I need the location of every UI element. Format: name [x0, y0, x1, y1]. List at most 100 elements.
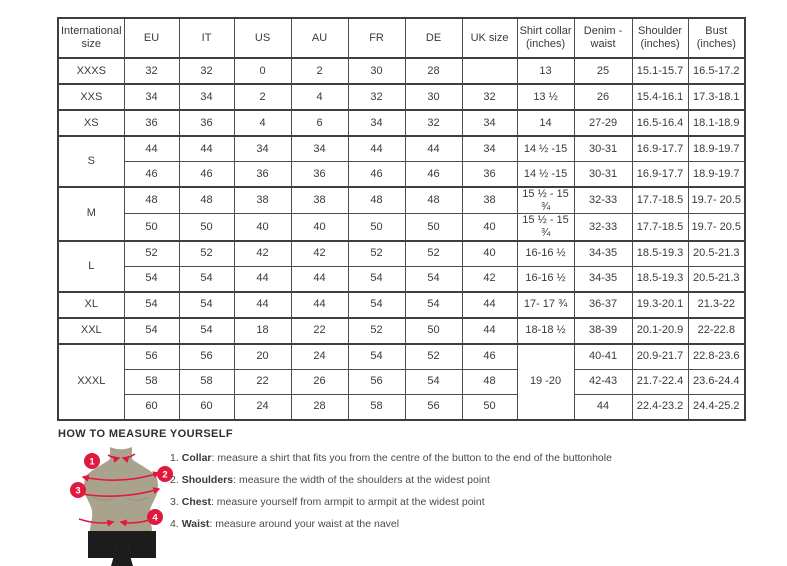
- table-cell: 54: [347, 342, 406, 370]
- table-cell: 21.3-22: [687, 290, 746, 319]
- table-cell: 40: [290, 213, 349, 242]
- table-cell: 44: [347, 135, 406, 162]
- table-cell: 22-22.8: [687, 316, 746, 345]
- instruction-term: Waist: [181, 518, 210, 530]
- table-cell: 32: [404, 109, 463, 137]
- table-cell: 54: [178, 265, 235, 293]
- table-cell: 16-16 ½: [516, 265, 575, 293]
- table-cell: 28: [404, 57, 463, 85]
- table-row: 60 60 24 28 58 56 50 44 22.4-23.2 24.4-25.2: [58, 393, 746, 421]
- table-cell: XL: [57, 290, 125, 319]
- table-cell: 32: [178, 57, 235, 85]
- table-cell: 54: [123, 290, 180, 319]
- table-cell: 44: [233, 265, 292, 293]
- table-cell: 16.5-16.4: [631, 109, 689, 137]
- table-cell: 54: [404, 290, 463, 319]
- table-cell: 44: [461, 316, 518, 345]
- table-cell: 18.9-19.7: [687, 161, 746, 188]
- table-cell: 48: [461, 368, 518, 395]
- table-row: M 48 48 38 38 48 48 38 15 ½ - 15 ¾ 32-33 17.7-18.5…: [57, 186, 746, 242]
- measure-instructions: 1. Collar: measure a shirt that fits you …: [170, 447, 612, 535]
- instruction-number: 1.: [170, 452, 179, 464]
- table-cell: 26: [573, 83, 633, 111]
- table-cell: 30-31: [573, 161, 633, 188]
- badge-4: 4: [147, 509, 163, 525]
- instruction-item: 2. Shoulders: measure the width of the sh…: [170, 469, 612, 491]
- table-cell: 38: [290, 186, 349, 215]
- instruction-term: Collar: [181, 452, 212, 464]
- instruction-text: : measure around your waist at the navel: [209, 518, 400, 530]
- column-header: EU: [123, 17, 180, 59]
- table-cell: 60: [178, 393, 235, 421]
- column-header: DE: [404, 17, 463, 59]
- table-cell: 16.9-17.7: [631, 161, 689, 188]
- table-cell: 44: [290, 265, 349, 293]
- table-row: S 44 44 34 34 44 44 34 14 ½ -15 30-31 16.9-17.7 18.…: [57, 135, 746, 188]
- table-cell: 54: [347, 290, 406, 319]
- table-cell: XXXS: [57, 57, 125, 85]
- table-cell: 22: [233, 368, 292, 395]
- instruction-term: Chest: [181, 496, 211, 508]
- table-cell: 52: [347, 239, 406, 267]
- table-cell: 52: [404, 239, 463, 267]
- table-cell: 44: [123, 135, 180, 162]
- table-cell: 34: [290, 135, 349, 162]
- table-cell: XXXL: [57, 342, 125, 421]
- table-cell: 17- 17 ¾: [516, 290, 575, 319]
- table-cell: XXS: [57, 83, 125, 111]
- table-cell: 34: [461, 135, 518, 162]
- table-cell: 44: [461, 290, 518, 319]
- table-cell: [461, 57, 518, 85]
- table-cell: 40: [461, 213, 518, 242]
- table-cell: 19.7- 20.5: [687, 186, 746, 215]
- table-cell: 46: [461, 342, 518, 370]
- instruction-item: 3. Chest: measure yourself from armpit to…: [170, 491, 612, 513]
- table-cell: 42: [290, 239, 349, 267]
- table-cell: 54: [404, 368, 463, 395]
- table-cell: 50: [404, 213, 463, 242]
- table-cell: 28: [290, 393, 349, 421]
- shorts-center-shape: [111, 549, 133, 566]
- collar-measure-line2: [121, 453, 136, 463]
- column-header: AU: [290, 17, 349, 59]
- badge-1: 1: [84, 453, 100, 469]
- table-cell: 21.7-22.4: [631, 368, 689, 395]
- table-row: 50 50 40 40 50 50 40 15 ½ - 15 ¾ 32-33 17.7-18.5 1…: [58, 213, 746, 242]
- table-cell: 18-18 ½: [516, 316, 575, 345]
- table-cell: 36-37: [573, 290, 633, 319]
- table-cell: 18.9-19.7: [687, 135, 746, 162]
- table-row: XXS 34 34 2 4 32 30 32 13 ½ 26 15.4-16.1 17.3-18.1: [57, 83, 746, 111]
- table-cell: 13 ½: [516, 83, 575, 111]
- table-cell: 38: [233, 186, 292, 215]
- column-header: Shoulder (inches): [631, 17, 689, 59]
- table-cell: 32-33: [573, 186, 633, 215]
- table-cell: 46: [404, 161, 463, 188]
- table-cell: 56: [347, 368, 406, 395]
- table-cell: 15.1-15.7: [631, 57, 689, 85]
- table-cell: 56: [404, 393, 463, 421]
- instruction-number: 2.: [170, 474, 179, 486]
- size-chart-table: International size EU IT US AU FR DE UK size Shi…: [57, 17, 747, 421]
- table-cell: 40-41: [573, 342, 633, 370]
- table-cell: 50: [461, 393, 518, 421]
- table-cell: 22: [290, 316, 349, 345]
- table-cell: 54: [347, 265, 406, 293]
- table-row: 46 46 36 36 46 46 36 14 ½ -15 30-31 16.9-17.7 18.9…: [58, 161, 746, 188]
- instruction-item: 1. Collar: measure a shirt that fits you …: [170, 447, 612, 469]
- table-cell: 54: [404, 265, 463, 293]
- table-cell: 42: [461, 265, 518, 293]
- mannequin-figure: 1 2 3 4: [70, 447, 173, 566]
- table-row: 58 58 22 26 56 54 48 42-43 21.7-22.4 23.6-24.4: [58, 368, 746, 395]
- table-cell: 18.5-19.3: [631, 239, 689, 267]
- table-cell: 16.9-17.7: [631, 135, 689, 162]
- table-cell: 34-35: [573, 265, 633, 293]
- table-cell: 14 ½ -15: [516, 135, 575, 162]
- table-row: XS 36 36 4 6 34 32 34 14 27-29 16.5-16.4 18.1-18.9: [57, 109, 746, 137]
- table-cell: 15 ½ - 15 ¾: [516, 213, 575, 242]
- table-cell: 18.1-18.9: [687, 109, 746, 137]
- table-cell: 17.7-18.5: [631, 186, 689, 215]
- table-cell: 15.4-16.1: [631, 83, 689, 111]
- table-cell: 40: [461, 239, 518, 267]
- table-cell: 16-16 ½: [516, 239, 575, 267]
